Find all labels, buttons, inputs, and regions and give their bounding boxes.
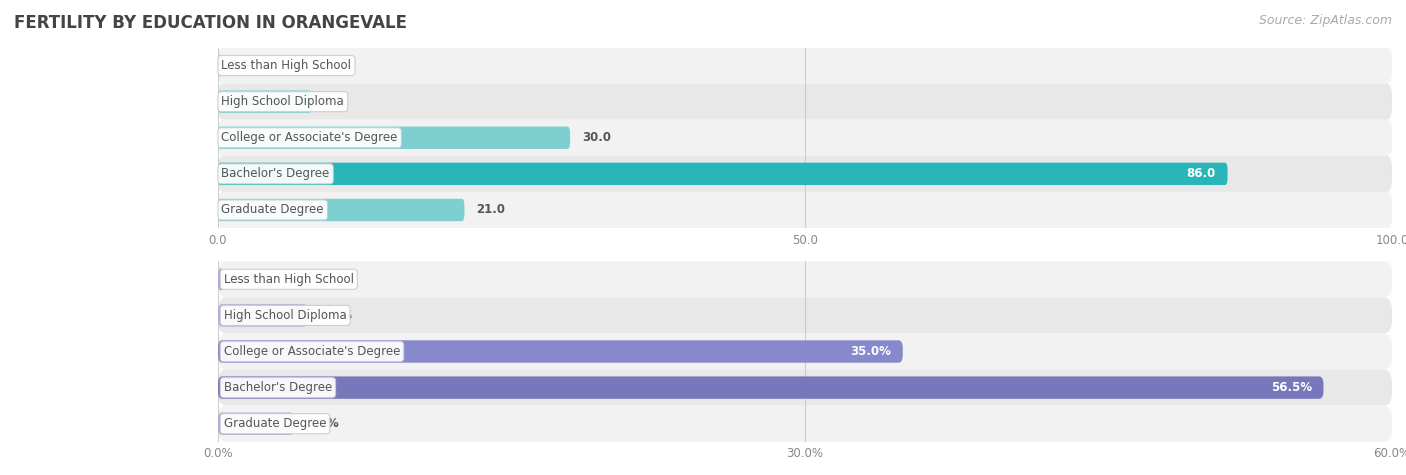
Text: 86.0: 86.0: [1187, 167, 1216, 180]
Text: Source: ZipAtlas.com: Source: ZipAtlas.com: [1258, 14, 1392, 27]
FancyBboxPatch shape: [218, 48, 1392, 84]
FancyBboxPatch shape: [218, 54, 222, 77]
Text: 35.0%: 35.0%: [851, 345, 891, 358]
FancyBboxPatch shape: [218, 268, 224, 291]
Text: High School Diploma: High School Diploma: [222, 95, 344, 108]
Text: 56.5%: 56.5%: [1271, 381, 1312, 394]
Text: Bachelor's Degree: Bachelor's Degree: [222, 167, 329, 180]
Text: 3.9%: 3.9%: [307, 417, 339, 430]
Text: Bachelor's Degree: Bachelor's Degree: [224, 381, 332, 394]
Text: 21.0: 21.0: [477, 203, 505, 217]
FancyBboxPatch shape: [218, 304, 308, 327]
FancyBboxPatch shape: [218, 84, 1392, 120]
FancyBboxPatch shape: [218, 376, 1323, 399]
FancyBboxPatch shape: [218, 412, 294, 435]
FancyBboxPatch shape: [218, 156, 1392, 192]
Text: 30.0: 30.0: [582, 131, 610, 144]
FancyBboxPatch shape: [218, 370, 1392, 406]
Text: College or Associate's Degree: College or Associate's Degree: [222, 131, 398, 144]
FancyBboxPatch shape: [218, 333, 1392, 370]
FancyBboxPatch shape: [218, 120, 1392, 156]
Text: 0.0%: 0.0%: [229, 273, 263, 286]
FancyBboxPatch shape: [218, 192, 1392, 228]
Text: Less than High School: Less than High School: [222, 59, 352, 72]
Text: Graduate Degree: Graduate Degree: [224, 417, 326, 430]
FancyBboxPatch shape: [218, 261, 1392, 297]
FancyBboxPatch shape: [218, 126, 571, 149]
FancyBboxPatch shape: [218, 406, 1392, 442]
Text: High School Diploma: High School Diploma: [224, 309, 346, 322]
FancyBboxPatch shape: [218, 199, 464, 221]
Text: 8.0: 8.0: [323, 95, 344, 108]
FancyBboxPatch shape: [218, 90, 312, 113]
Text: Graduate Degree: Graduate Degree: [222, 203, 323, 217]
Text: 4.6%: 4.6%: [319, 309, 353, 322]
Text: FERTILITY BY EDUCATION IN ORANGEVALE: FERTILITY BY EDUCATION IN ORANGEVALE: [14, 14, 408, 32]
FancyBboxPatch shape: [218, 162, 1227, 185]
FancyBboxPatch shape: [218, 297, 1392, 333]
Text: College or Associate's Degree: College or Associate's Degree: [224, 345, 401, 358]
Text: 0.0: 0.0: [229, 59, 250, 72]
FancyBboxPatch shape: [218, 340, 903, 363]
Text: Less than High School: Less than High School: [224, 273, 354, 286]
